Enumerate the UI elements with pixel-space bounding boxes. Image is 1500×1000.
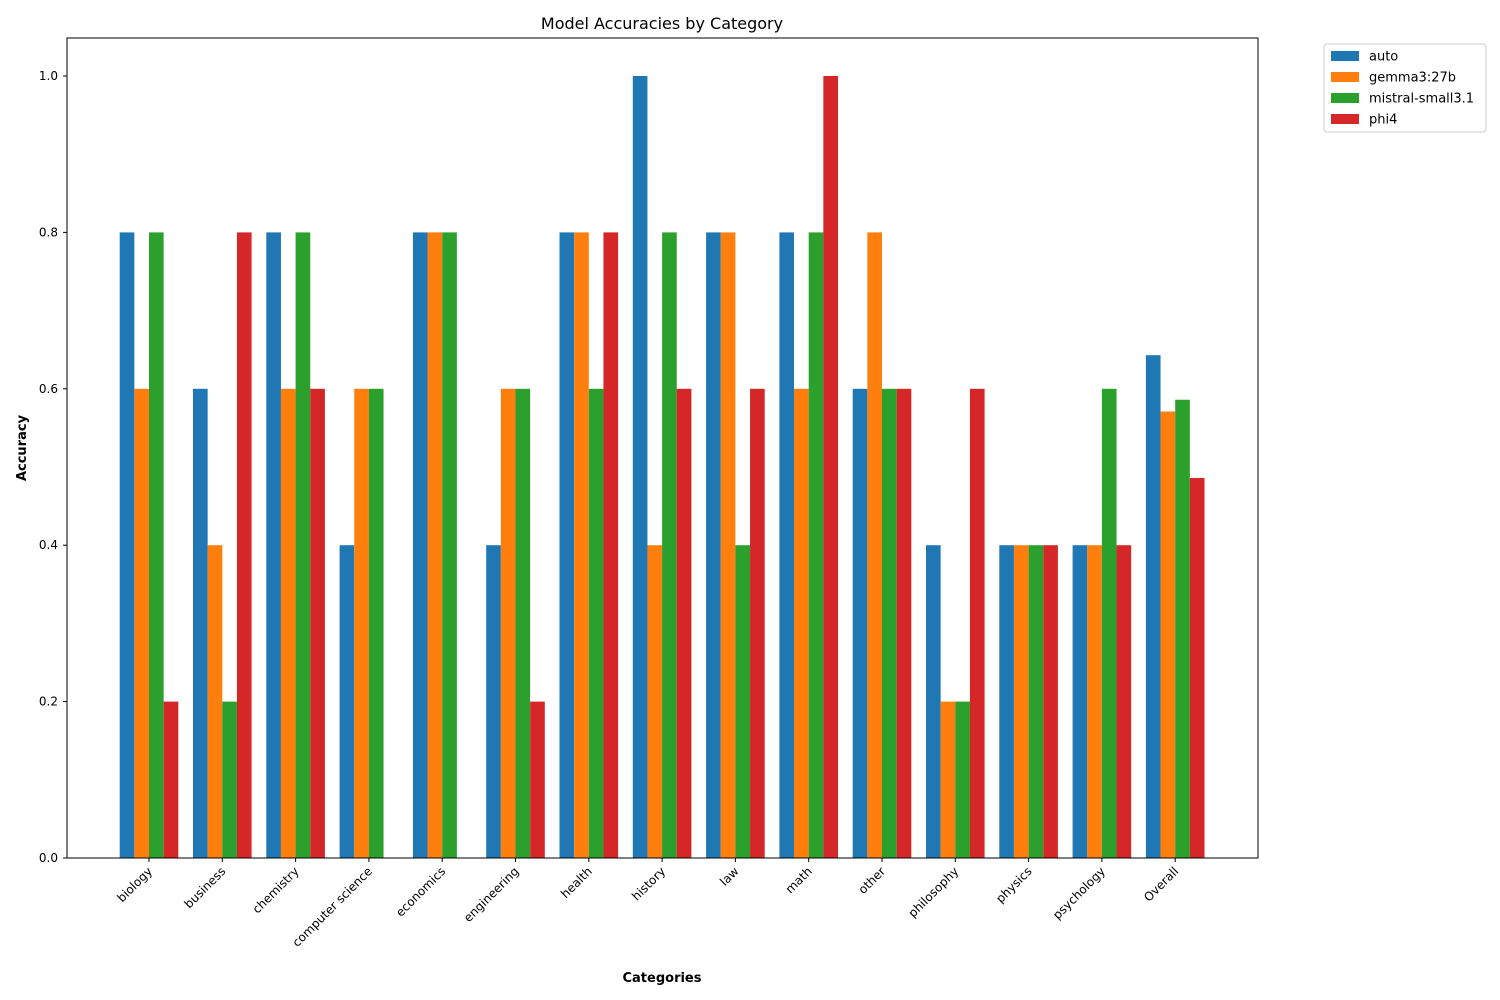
legend-swatch: [1331, 72, 1359, 82]
bar-mistral-small3-1-computer-science: [368, 388, 384, 858]
bar-gemma3-27b-health: [574, 232, 589, 858]
bar-mistral-small3-1-other: [882, 388, 897, 858]
bar-phi4-overall: [1189, 477, 1205, 858]
bar-auto-biology: [119, 232, 135, 858]
bar-gemma3-27b-physics: [1013, 545, 1029, 858]
x-tick-label: philosophy: [905, 864, 961, 920]
x-tick-label: computer science: [290, 864, 375, 949]
x-tick-label: health: [558, 864, 595, 901]
bar-phi4-health: [603, 232, 619, 858]
y-tick-label: 0.6: [39, 382, 58, 396]
bar-phi4-math: [823, 76, 838, 858]
x-axis-label: Categories: [622, 971, 701, 986]
bar-auto-economics: [412, 232, 428, 858]
bar-gemma3-27b-biology: [134, 388, 149, 858]
bar-phi4-chemistry: [310, 388, 325, 858]
x-tick-label: biology: [114, 864, 155, 905]
x-tick-label: chemistry: [250, 864, 302, 916]
bar-mistral-small3-1-psychology: [1101, 388, 1117, 858]
bar-auto-chemistry: [266, 232, 281, 858]
bar-auto-math: [779, 232, 795, 858]
chart-title: Model Accuracies by Category: [541, 14, 783, 33]
x-tick-label: history: [629, 864, 668, 903]
legend-label: gemma3:27b: [1369, 71, 1456, 86]
bar-auto-engineering: [486, 545, 501, 858]
x-tick-label: math: [783, 864, 815, 896]
x-tick-label: law: [717, 864, 742, 889]
bar-gemma3-27b-computer-science: [354, 388, 369, 858]
bar-auto-health: [559, 232, 575, 858]
bar-mistral-small3-1-philosophy: [955, 701, 970, 858]
bar-gemma3-27b-business: [207, 545, 223, 858]
bar-phi4-engineering: [530, 701, 545, 858]
bar-gemma3-27b-philosophy: [940, 701, 956, 858]
bar-phi4-law: [750, 388, 765, 858]
legend-label: auto: [1369, 50, 1398, 65]
y-tick-label: 1.0: [39, 69, 58, 83]
x-tick-label: engineering: [461, 864, 522, 925]
y-tick-label: 0.0: [39, 851, 58, 865]
x-tick-label: business: [182, 864, 229, 911]
bar-gemma3-27b-history: [647, 545, 663, 858]
bar-mistral-small3-1-health: [588, 388, 604, 858]
bar-auto-overall: [1145, 355, 1161, 858]
bar-mistral-small3-1-economics: [442, 232, 457, 858]
bar-mistral-small3-1-overall: [1175, 399, 1190, 858]
x-tick-label: physics: [993, 864, 1035, 906]
bar-mistral-small3-1-engineering: [515, 388, 531, 858]
bar-mistral-small3-1-physics: [1028, 545, 1044, 858]
bar-auto-physics: [999, 545, 1014, 858]
x-tick-label: economics: [393, 864, 448, 919]
bar-auto-computer-science: [339, 545, 355, 858]
y-tick-label: 0.8: [39, 225, 58, 239]
bar-auto-philosophy: [926, 545, 941, 858]
bar-mistral-small3-1-history: [662, 232, 677, 858]
bar-phi4-biology: [163, 701, 179, 858]
bar-phi4-psychology: [1116, 545, 1132, 858]
bar-mistral-small3-1-business: [222, 701, 237, 858]
bar-phi4-history: [676, 388, 692, 858]
bar-gemma3-27b-psychology: [1087, 545, 1102, 858]
y-tick-label: 0.4: [39, 538, 58, 552]
x-tick-label: other: [856, 864, 889, 897]
bar-mistral-small3-1-law: [735, 545, 751, 858]
bar-gemma3-27b-other: [867, 232, 882, 858]
bar-gemma3-27b-economics: [427, 232, 443, 858]
legend-swatch: [1331, 93, 1359, 103]
legend-swatch: [1331, 114, 1359, 124]
bar-phi4-philosophy: [969, 388, 985, 858]
legend-label: phi4: [1369, 113, 1397, 128]
bar-gemma3-27b-overall: [1160, 411, 1176, 858]
bar-gemma3-27b-engineering: [500, 388, 516, 858]
bar-phi4-business: [236, 232, 252, 858]
y-axis-label: Accuracy: [15, 414, 30, 481]
legend-label: mistral-small3.1: [1369, 92, 1474, 107]
bar-auto-psychology: [1072, 545, 1088, 858]
bar-gemma3-27b-law: [720, 232, 736, 858]
legend-swatch: [1331, 51, 1359, 61]
bar-auto-other: [852, 388, 868, 858]
x-tick-label: Overall: [1141, 864, 1181, 904]
bar-mistral-small3-1-math: [808, 232, 824, 858]
legend: auto gemma3:27b mistral-small3.1 phi4: [1323, 43, 1487, 133]
y-tick-label: 0.2: [39, 695, 58, 709]
x-tick-label: psychology: [1050, 864, 1108, 922]
bar-auto-law: [706, 232, 721, 858]
bar-mistral-small3-1-biology: [149, 232, 164, 858]
bar-gemma3-27b-chemistry: [280, 388, 296, 858]
bar-mistral-small3-1-chemistry: [295, 232, 311, 858]
bar-gemma3-27b-math: [794, 388, 809, 858]
bar-auto-business: [193, 388, 208, 858]
bar-phi4-physics: [1043, 545, 1058, 858]
bar-auto-history: [632, 76, 648, 858]
bar-phi4-other: [896, 388, 912, 858]
